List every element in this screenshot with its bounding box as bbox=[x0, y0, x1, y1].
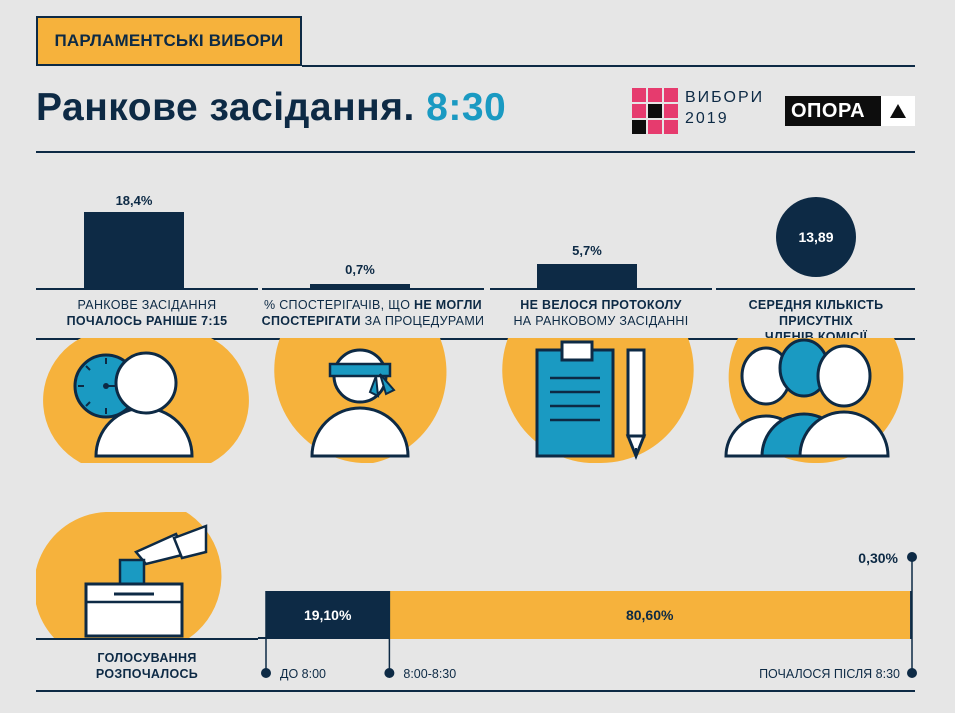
stack-segment-0 bbox=[266, 591, 390, 639]
stat-rule bbox=[490, 288, 712, 290]
stat-rule bbox=[716, 288, 915, 290]
stack-value-label-1: 80,60% bbox=[626, 607, 674, 623]
opora-logo: ОПОРА bbox=[785, 96, 915, 126]
header-rule-bottom bbox=[36, 151, 915, 153]
stat-value-observers: 0,7% bbox=[345, 262, 375, 277]
stack-marker-dot-1 bbox=[384, 668, 395, 678]
ballot-box-icon bbox=[36, 512, 222, 640]
opora-logo-text: ОПОРА bbox=[791, 99, 866, 122]
stack-category-label-1: 8:00-8:30 bbox=[403, 667, 456, 681]
stat-caption-no-protocol: НЕ ВЕЛОСЯ ПРОТОКОЛУ НА РАНКОВОМУ ЗАСІДАН… bbox=[513, 298, 689, 328]
stack-segment-2 bbox=[910, 591, 913, 639]
stack-marker-dot-2 bbox=[907, 668, 917, 678]
section-tag: ПАРЛАМЕНТСЬКІ ВИБОРИ bbox=[36, 16, 302, 66]
header-rule-top bbox=[302, 65, 915, 67]
bar-early-start bbox=[84, 212, 184, 288]
stat-value-no-protocol: 5,7% bbox=[572, 243, 602, 258]
vybory-logo-mosaic-icon bbox=[632, 88, 678, 134]
stack-segment-1 bbox=[389, 591, 911, 639]
title-main: Ранкове засідання. bbox=[36, 86, 415, 129]
stack-category-label-2: ПОЧАЛОСЯ ПІСЛЯ 8:30 bbox=[759, 667, 900, 681]
stack-value-label-0: 19,10% bbox=[304, 607, 352, 623]
opora-triangle-icon bbox=[881, 96, 915, 126]
clock-person-icon bbox=[43, 338, 249, 463]
page-title: Ранкове засідання. 8:30 bbox=[36, 86, 506, 130]
bar-no-protocol bbox=[537, 264, 637, 288]
stack-marker-dot-0 bbox=[261, 668, 271, 678]
voting-caption: ГОЛОСУВАННЯ РОЗПОЧАЛОСЬ bbox=[95, 651, 199, 681]
vybory-logo-text: ВИБОРИ 2019 bbox=[685, 87, 764, 129]
vybory-logo-line1: ВИБОРИ bbox=[685, 89, 765, 106]
stack-category-label-0: ДО 8:00 bbox=[280, 667, 326, 681]
stat-value-early-start: 18,4% bbox=[115, 193, 153, 208]
clipboard-pen-icon bbox=[502, 338, 694, 463]
blindfolded-person-icon bbox=[274, 338, 447, 463]
voting-start-stacked-chart: 19,10% 80,60% 0,30% ДО 8:00 8:00-8:30 ПОЧАЛОС… bbox=[258, 550, 917, 681]
stack-value-label-2: 0,30% bbox=[858, 550, 898, 566]
stat-rule-lower bbox=[36, 338, 915, 340]
vybory-logo-line2: 2019 bbox=[685, 110, 729, 127]
stat-value-avg-members: 13,89 bbox=[776, 197, 856, 277]
stat-caption-early-start: РАНКОВЕ ЗАСІДАННЯ ПОЧАЛОСЬ РАНІШЕ 7:15 bbox=[66, 298, 228, 328]
stack-marker-dot-top bbox=[907, 552, 917, 562]
stat-rule bbox=[262, 288, 484, 290]
bar-observers bbox=[310, 284, 410, 288]
stat-caption-observers: % СПОСТЕРІГАЧІВ, ЩО НЕ МОГЛИ СПОСТЕРІГАТ… bbox=[261, 298, 485, 328]
stat-rule bbox=[36, 288, 258, 290]
title-time: 8:30 bbox=[426, 86, 507, 129]
voting-rule bbox=[36, 638, 258, 640]
group-people-icon bbox=[724, 338, 904, 463]
footer-rule bbox=[36, 690, 915, 692]
